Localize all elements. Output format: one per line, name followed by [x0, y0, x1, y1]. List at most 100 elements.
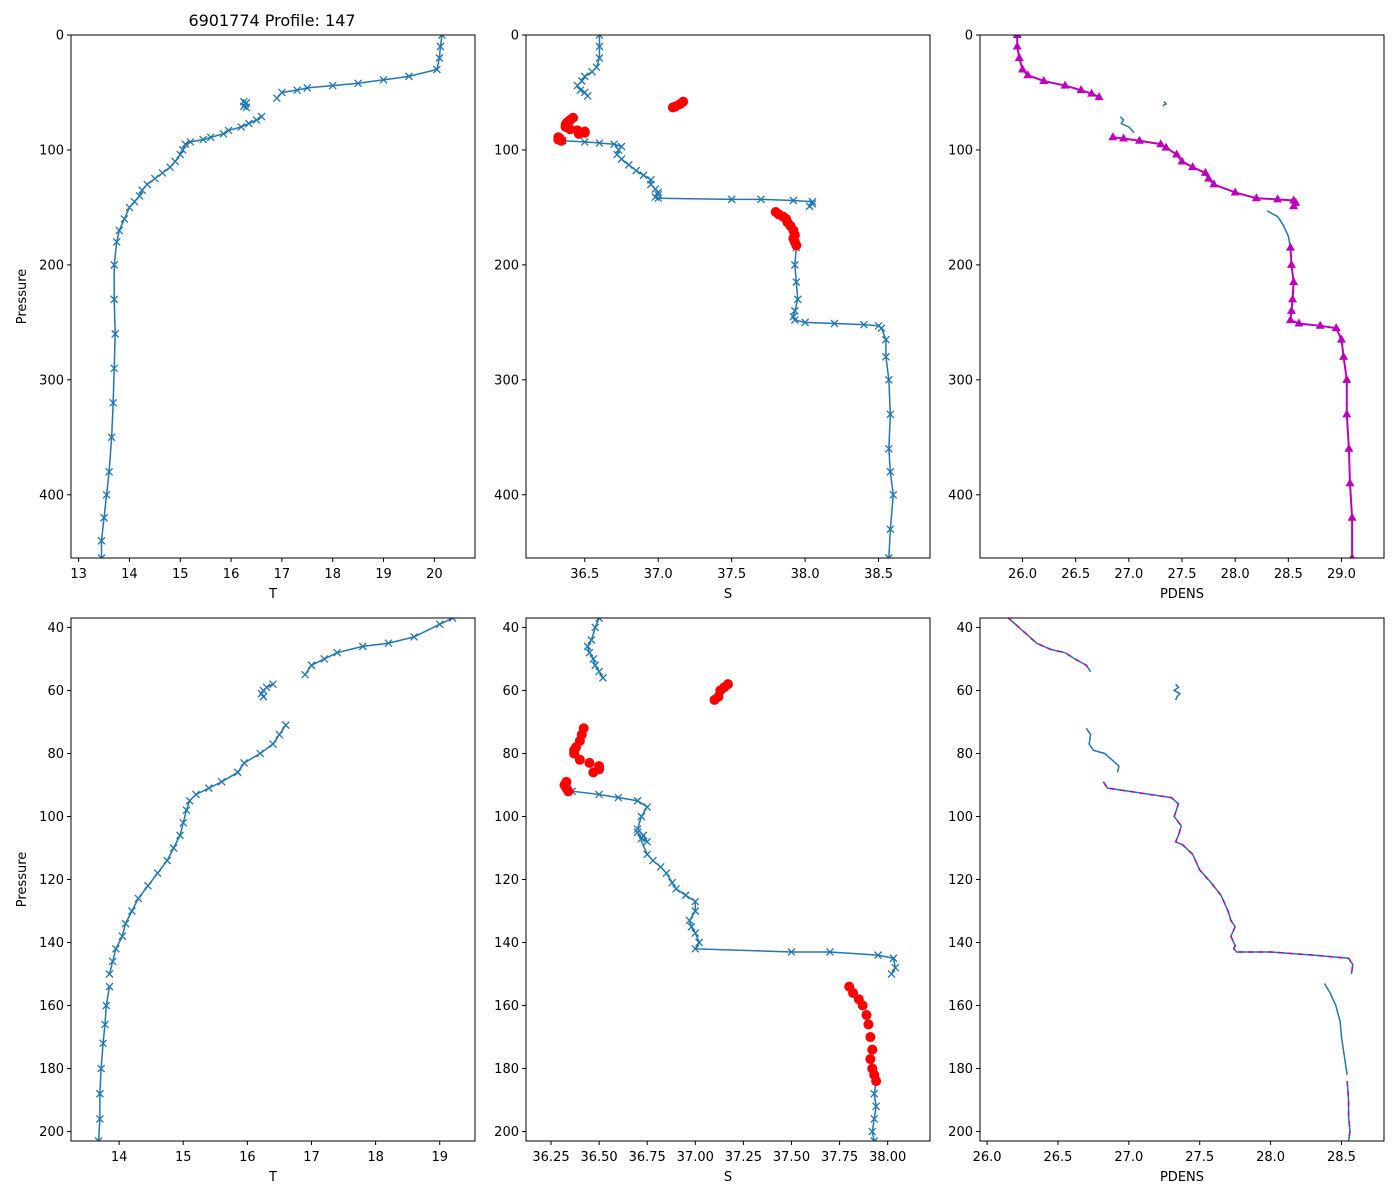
- x-marker: [97, 1064, 106, 1073]
- x-marker: [293, 86, 302, 95]
- x-marker: [662, 869, 671, 878]
- x-marker: [410, 632, 419, 641]
- y-tick-label: 300: [494, 373, 519, 388]
- series-line: [1119, 116, 1135, 134]
- y-tick-label: 300: [948, 373, 973, 388]
- x-marker: [859, 320, 868, 329]
- plot-area: [94, 618, 457, 1141]
- subplot-s_full: 36.5 37.0 37.5 38.0 38.5 0 100 200 300 400 S: [494, 29, 931, 602]
- x-tick-label: 26.0: [1008, 567, 1037, 582]
- x-marker: [257, 112, 266, 121]
- x-marker: [868, 1127, 877, 1136]
- x-tick-label: 14: [121, 567, 138, 582]
- y-tick-label: 100: [39, 143, 64, 158]
- y-tick-label: 160: [494, 999, 519, 1014]
- series-line: [97, 986, 111, 1141]
- x-marker: [872, 1102, 881, 1111]
- flag-dot: [678, 96, 689, 107]
- x-marker: [632, 166, 641, 175]
- x-marker: [643, 803, 652, 811]
- x-marker: [881, 335, 890, 344]
- series-line: [1266, 210, 1292, 248]
- x-marker: [435, 54, 444, 62]
- y-tick-label: 160: [948, 999, 973, 1014]
- x-axis-label: T: [268, 1170, 277, 1185]
- series-pdens-1: [1119, 116, 1135, 134]
- x-marker: [95, 1114, 104, 1123]
- x-tick-label: 18: [324, 567, 341, 582]
- series-line: [1323, 983, 1348, 1075]
- x-tick-label: 28.5: [1274, 567, 1303, 582]
- x-marker: [580, 137, 589, 146]
- y-tick-label: 140: [39, 936, 64, 951]
- x-marker: [436, 42, 445, 51]
- series-s-0: [583, 618, 607, 682]
- x-marker: [830, 319, 839, 328]
- x-marker: [687, 922, 696, 931]
- x-marker: [384, 639, 393, 648]
- y-tick-label: 100: [494, 143, 519, 158]
- x-tick-label: 37.50: [773, 1150, 810, 1165]
- x-tick-label: 15: [172, 567, 189, 582]
- x-marker: [242, 103, 251, 112]
- x-marker: [889, 954, 898, 963]
- axes-frame: [979, 617, 1385, 1142]
- x-marker: [109, 398, 118, 407]
- x-marker: [111, 329, 120, 338]
- x-marker: [404, 72, 413, 81]
- x-marker: [681, 891, 690, 900]
- series-line: [562, 140, 814, 207]
- flag-dot: [565, 124, 576, 135]
- x-marker: [110, 364, 119, 373]
- x-marker: [435, 620, 444, 629]
- series-s-flagged-4: [560, 112, 590, 139]
- x-marker: [790, 316, 799, 325]
- y-tick-label: 60: [956, 684, 973, 699]
- x-marker: [617, 155, 626, 164]
- x-tick-label: 15: [175, 1150, 192, 1165]
- x-marker: [354, 79, 363, 88]
- y-tick-label: 100: [39, 810, 64, 825]
- x-marker: [877, 324, 886, 333]
- x-marker: [668, 878, 677, 887]
- x-marker: [182, 806, 191, 815]
- figure-title: 6901774 Profile: 147: [188, 11, 355, 30]
- x-tick-label: 27.0: [1114, 567, 1143, 582]
- x-marker: [595, 139, 604, 148]
- overlay-dashed-line: [1007, 618, 1092, 672]
- x-marker: [588, 67, 597, 76]
- y-tick-label: 120: [948, 873, 973, 888]
- x-tick-label: 17: [303, 1150, 320, 1165]
- x-marker: [166, 163, 175, 172]
- x-tick-label: 37.25: [725, 1150, 762, 1165]
- series-line: [1016, 35, 1100, 98]
- y-tick-label: 400: [494, 488, 519, 503]
- y-tick-label: 100: [948, 143, 973, 158]
- x-marker: [583, 642, 592, 651]
- x-marker: [589, 654, 598, 663]
- y-tick-label: 180: [494, 1062, 519, 1077]
- series-s-2: [789, 243, 898, 558]
- x-marker: [125, 203, 134, 212]
- x-tick-label: 18: [367, 1150, 384, 1165]
- series-t-0: [272, 35, 446, 103]
- overlay-dashed-line: [1102, 781, 1354, 975]
- y-tick-label: 200: [948, 1125, 973, 1140]
- series-s-flagged-3: [667, 96, 689, 113]
- x-tick-label: 28.0: [1221, 567, 1250, 582]
- x-marker: [102, 490, 111, 499]
- x-marker: [100, 513, 108, 522]
- x-marker: [163, 856, 172, 865]
- y-tick-label: 200: [494, 258, 519, 273]
- y-tick-label: 160: [39, 999, 64, 1014]
- flag-dot: [865, 1054, 876, 1065]
- x-marker: [624, 160, 633, 169]
- y-tick-label: 120: [494, 873, 519, 888]
- x-marker: [757, 195, 766, 204]
- x-marker: [614, 145, 623, 154]
- x-axis-label: T: [268, 587, 277, 602]
- subplot-d_full: 26.0 26.5 27.0 27.5 28.0 28.5 29.0 0 100 200 300 40…: [948, 29, 1385, 602]
- plot-area: [97, 35, 446, 558]
- x-tick-label: 19: [431, 1150, 448, 1165]
